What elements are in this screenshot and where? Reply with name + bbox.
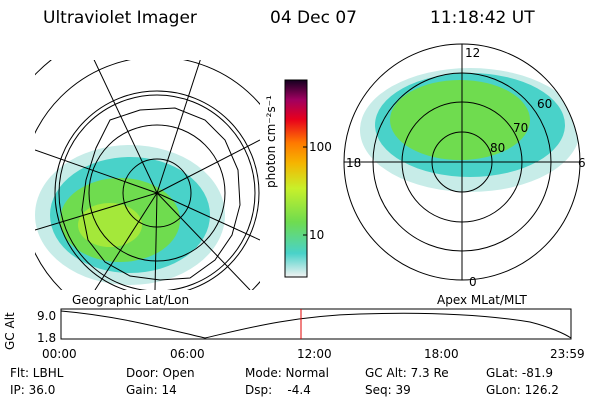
date-label: 04 Dec 07 [270, 8, 357, 28]
info-flt: Flt: LBHL [10, 366, 64, 380]
time-label: 11:18:42 UT [430, 8, 535, 28]
info-glon: GLon: 126.2 [486, 383, 559, 397]
info-glat: GLat: -81.9 [486, 366, 553, 380]
info-seq: Seq: 39 [365, 383, 411, 397]
emission-peak [78, 203, 142, 247]
info-door: Door: Open [126, 366, 195, 380]
instrument-title: Ultraviolet Imager [43, 8, 197, 28]
x-tick-0600: 06:00 [170, 347, 205, 361]
alt-tick-high: 9.0 [37, 309, 57, 323]
info-mode: Mode: Normal [245, 366, 329, 380]
mlt-label-6: 6 [578, 156, 586, 170]
colorbar-tick-10: 10 [309, 228, 325, 242]
altitude-plot-frame [60, 308, 572, 340]
geographic-caption: Geographic Lat/Lon [72, 293, 190, 307]
mlt-label-0: 0 [469, 275, 477, 289]
alt-tick-low: 1.8 [37, 331, 57, 345]
lat-circle [54, 90, 260, 290]
colorbar [284, 79, 308, 278]
mlt-label-12: 12 [465, 46, 481, 60]
lat-circle [122, 158, 192, 228]
mlat-label-60: 60 [537, 97, 553, 111]
alt-axis-label: GC Alt [3, 312, 17, 350]
mlt-label-18: 18 [346, 156, 362, 170]
continent-outline [81, 107, 241, 281]
info-gc-alt: GC Alt: 7.3 Re [365, 366, 449, 380]
mlat-label-70: 70 [513, 121, 529, 135]
info-dsp: Dsp: -4.4 [245, 383, 311, 397]
lat-circle [88, 124, 226, 262]
x-tick-2359: 23:59 [550, 347, 585, 361]
magnetic-map [343, 43, 581, 281]
map-boundary [58, 94, 256, 290]
colorbar-tick-100: 100 [309, 140, 332, 154]
magnetic-caption: Apex MLat/MLT [437, 293, 527, 307]
altitude-plot [60, 308, 572, 340]
mlat-label-80: 80 [490, 141, 506, 155]
info-gain: Gain: 14 [126, 383, 177, 397]
meridians [35, 60, 260, 290]
geographic-map [35, 60, 260, 290]
x-tick-0000: 00:00 [42, 347, 77, 361]
altitude-curve [60, 310, 572, 339]
info-ip: IP: 36.0 [10, 383, 56, 397]
colorbar-scale [284, 79, 308, 278]
emission-core [390, 80, 530, 160]
x-tick-1800: 18:00 [424, 347, 459, 361]
x-tick-1200: 12:00 [297, 347, 332, 361]
colorbar-unit-label: photon cm⁻²s⁻¹ [264, 95, 278, 188]
